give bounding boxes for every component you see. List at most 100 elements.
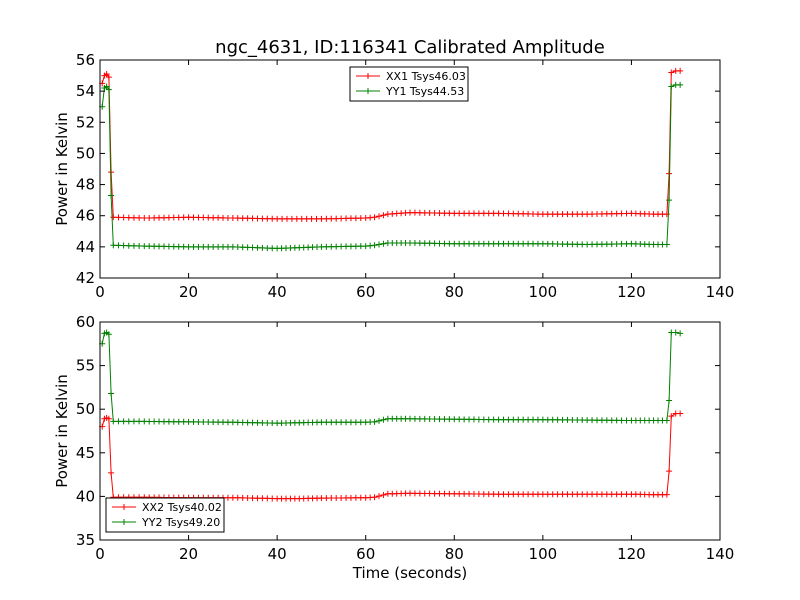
data-point-marker [371, 494, 378, 501]
data-point-marker [371, 214, 378, 221]
y-tick-label: 46 [76, 207, 95, 225]
bottom-ylabel: Power in Kelvin [53, 374, 71, 488]
axes-frame [99, 321, 721, 541]
y-tick-label: 44 [76, 238, 95, 256]
data-point-marker [376, 241, 382, 248]
data-point-marker [663, 417, 670, 424]
x-tick-label: 100 [529, 545, 558, 563]
bottom-plot: Power in Kelvin Time (seconds) 0 20 40 60 80… [53, 313, 734, 582]
series-line [101, 413, 681, 500]
data-point-marker [380, 240, 387, 247]
x-tick-label: 60 [356, 283, 375, 301]
x-tick-label: 80 [445, 283, 464, 301]
data-point-marker [380, 416, 387, 423]
data-point-marker [103, 83, 110, 90]
y-tick-label: 50 [76, 144, 95, 162]
data-point-marker [108, 390, 115, 397]
x-tick-label: 20 [179, 545, 198, 563]
data-point-marker [666, 397, 673, 404]
x-tick-label: 40 [268, 283, 287, 301]
y-tick-label: 45 [76, 444, 95, 462]
legend: XX1 Tsys46.03 YY1 Tsys44.53 [349, 66, 469, 102]
data-point-marker [125, 242, 132, 249]
axes-frame [99, 59, 721, 279]
x-tick-label: 140 [706, 545, 735, 563]
x-tick-label: 80 [445, 545, 464, 563]
data-point-marker [677, 81, 684, 88]
data-point-marker [108, 469, 115, 476]
data-point-marker [130, 214, 137, 221]
x-tick-label: 100 [529, 283, 558, 301]
data-point-marker [380, 212, 387, 219]
y-tick-label: 48 [76, 176, 95, 194]
data-point-marker [376, 213, 382, 220]
data-point-marker [677, 410, 684, 417]
x-tick-label: 60 [356, 545, 375, 563]
legend-box [349, 66, 469, 102]
data-point-marker [115, 242, 122, 249]
x-tick-label: 20 [179, 283, 198, 301]
data-point-marker [110, 418, 117, 425]
data-point-marker [105, 331, 112, 338]
y-tick-label: 56 [76, 51, 95, 69]
data-point-marker [120, 418, 127, 425]
x-tick-label: 0 [95, 283, 105, 301]
data-point-marker [115, 214, 122, 221]
data-point-marker [380, 491, 387, 498]
data-point-marker [105, 86, 112, 93]
data-point-marker [130, 242, 137, 249]
series-1-0 [99, 67, 684, 222]
data-point-marker [136, 214, 143, 221]
legend-marker [365, 88, 371, 94]
data-point-marker [663, 491, 670, 498]
data-point-marker [130, 418, 137, 425]
x-tick-label: 120 [617, 545, 646, 563]
y-tick-label: 35 [76, 531, 95, 549]
x-tick-label: 40 [268, 545, 287, 563]
top-plot: Power in Kelvin 0 20 40 60 80 100 120 140 42 44 46… [53, 51, 734, 301]
data-point-marker [136, 418, 143, 425]
data-point-marker [125, 418, 132, 425]
data-point-marker [677, 67, 684, 74]
data-point-marker [110, 214, 117, 221]
legend-label: XX2 Tsys40.02 [142, 501, 222, 514]
x-tick-label: 0 [95, 545, 105, 563]
figure-title: ngc_4631, ID:116341 Calibrated Amplitude [215, 37, 605, 58]
data-point-marker [677, 330, 684, 337]
data-point-marker [120, 214, 127, 221]
legend-marker [121, 504, 127, 510]
legend-box [105, 497, 225, 533]
top-ylabel: Power in Kelvin [53, 112, 71, 226]
series-line [101, 84, 681, 249]
data-point-marker [376, 417, 382, 424]
data-point-marker [668, 413, 675, 420]
data-point-marker [668, 83, 675, 90]
y-tick-label: 55 [76, 357, 95, 375]
data-point-marker [103, 71, 110, 78]
y-tick-label: 52 [76, 113, 95, 131]
data-point-marker [108, 192, 115, 199]
legend-label: XX1 Tsys46.03 [386, 70, 466, 83]
data-point-marker [668, 69, 675, 76]
bottom-xlabel: Time (seconds) [352, 564, 468, 582]
legend-marker [365, 73, 371, 79]
data-point-marker [666, 468, 673, 475]
data-point-marker [663, 241, 670, 248]
data-point-marker [666, 197, 673, 204]
y-tick-label: 54 [76, 82, 95, 100]
data-point-marker [125, 214, 132, 221]
data-point-marker [371, 418, 378, 425]
data-point-marker [120, 242, 127, 249]
legend: XX2 Tsys40.02 YY2 Tsys49.20 [105, 497, 225, 533]
data-point-marker [110, 242, 117, 249]
data-point-marker [371, 242, 378, 249]
data-point-marker [115, 418, 122, 425]
legend-marker [121, 519, 127, 525]
x-tick-label: 120 [617, 283, 646, 301]
legend-label: YY2 Tsys49.20 [141, 516, 220, 529]
y-tick-label: 40 [76, 487, 95, 505]
data-point-marker [136, 242, 143, 249]
legend-label: YY1 Tsys44.53 [385, 85, 464, 98]
data-point-marker [376, 493, 382, 500]
